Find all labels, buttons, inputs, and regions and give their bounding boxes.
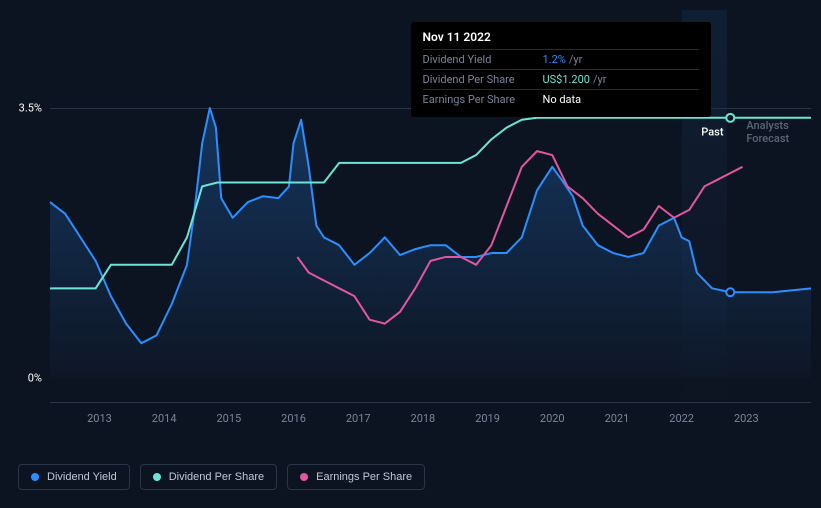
x-axis: 2013 2014 2015 2016 2017 2018 2019 2020 2021 2022… xyxy=(50,403,811,433)
legend-label: Dividend Yield xyxy=(47,471,117,483)
x-axis-tick: 2017 xyxy=(346,412,371,425)
tooltip-key: Dividend Yield xyxy=(423,53,543,66)
tooltip-unit: /yr xyxy=(593,73,606,86)
legend-item-earnings-per-share[interactable]: Earnings Per Share xyxy=(287,464,425,490)
y-axis-max-label: 3.5% xyxy=(19,102,42,115)
tooltip-date: Nov 11 2022 xyxy=(423,30,699,44)
tooltip-value: No data xyxy=(543,93,582,106)
legend-item-dividend-yield[interactable]: Dividend Yield xyxy=(18,464,130,490)
x-axis-tick: 2021 xyxy=(605,412,630,425)
legend-label: Dividend Per Share xyxy=(169,471,264,483)
chart-legend: Dividend Yield Dividend Per Share Earnings… xyxy=(18,464,425,490)
x-axis-tick: 2023 xyxy=(734,412,759,425)
x-axis-tick: 2016 xyxy=(281,412,306,425)
tooltip-row: Dividend Yield1.2%/yr xyxy=(423,49,699,69)
legend-dot xyxy=(300,473,308,481)
x-axis-tick: 2020 xyxy=(540,412,565,425)
tooltip-value: 1.2% xyxy=(543,53,566,66)
marker-dividend_per_share xyxy=(726,114,734,122)
tooltip-row: Dividend Per ShareUS$1.200/yr xyxy=(423,69,699,89)
legend-item-dividend-per-share[interactable]: Dividend Per Share xyxy=(140,464,277,490)
tooltip-key: Dividend Per Share xyxy=(423,73,543,86)
x-axis-tick: 2022 xyxy=(669,412,694,425)
tooltip-unit: /yr xyxy=(569,53,582,66)
tooltip-row: Earnings Per ShareNo data xyxy=(423,89,699,109)
x-axis-tick: 2018 xyxy=(411,412,436,425)
legend-dot xyxy=(31,473,39,481)
legend-dot xyxy=(153,473,161,481)
x-axis-tick: 2013 xyxy=(87,412,112,425)
marker-dividend_yield xyxy=(726,288,734,296)
chart-tooltip: Nov 11 2022 Dividend Yield1.2%/yrDividen… xyxy=(411,22,711,117)
y-axis-min-label: 0% xyxy=(28,372,42,385)
x-axis-tick: 2015 xyxy=(216,412,241,425)
tooltip-value: US$1.200 xyxy=(543,73,590,86)
x-axis-tick: 2019 xyxy=(475,412,500,425)
tooltip-key: Earnings Per Share xyxy=(423,93,543,106)
legend-label: Earnings Per Share xyxy=(316,471,412,483)
x-axis-tick: 2014 xyxy=(152,412,177,425)
